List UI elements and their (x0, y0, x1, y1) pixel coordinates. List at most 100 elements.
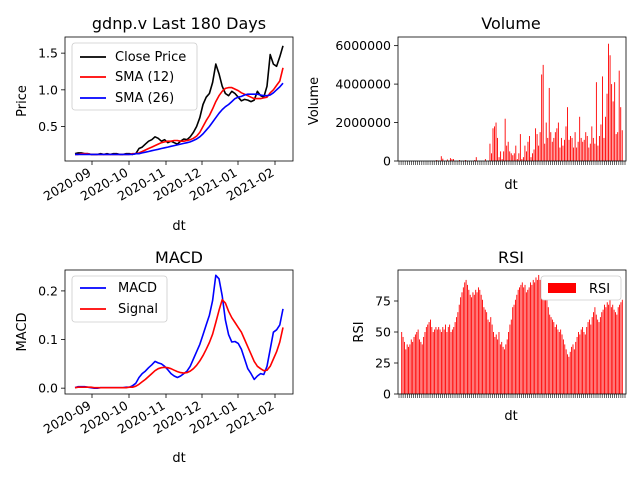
bar (542, 287, 543, 394)
bar (523, 287, 524, 394)
bar (505, 344, 506, 394)
bar (496, 334, 497, 394)
bar (541, 74, 542, 161)
bar (540, 280, 541, 394)
bar (522, 282, 523, 394)
macd-chart-title: MACD (155, 248, 203, 267)
bar (529, 136, 530, 161)
bar (579, 117, 580, 161)
bar (576, 148, 577, 161)
bar (537, 280, 538, 394)
bar (494, 126, 495, 161)
bar (566, 126, 567, 161)
y-tick-label: 0.2 (38, 283, 58, 298)
bar (553, 138, 554, 161)
bar (544, 144, 545, 161)
bar (622, 130, 623, 161)
bar (600, 317, 601, 394)
bar (589, 320, 590, 394)
bar (526, 292, 527, 394)
bar (419, 339, 420, 394)
bar (486, 312, 487, 394)
bar (475, 290, 476, 394)
bar (411, 339, 412, 394)
macd-legend-macd-label: MACD (118, 281, 157, 296)
bar (467, 285, 468, 394)
bar (604, 138, 605, 161)
bar (479, 290, 480, 394)
bar (537, 134, 538, 161)
y-tick-label: 0 (383, 387, 391, 402)
bar (529, 287, 530, 394)
bar (520, 134, 521, 161)
price-x-axis-label: dt (172, 219, 185, 234)
bar (616, 134, 617, 161)
bar (544, 292, 545, 394)
bar (462, 292, 463, 394)
bar (536, 277, 537, 394)
bar (579, 334, 580, 394)
bar (615, 312, 616, 394)
bar (590, 144, 591, 161)
bar (471, 297, 472, 394)
bar (446, 332, 447, 394)
bar (608, 305, 609, 394)
price-legend-sma12-label: SMA (12) (115, 70, 174, 85)
bar (457, 312, 458, 394)
bar (499, 332, 500, 394)
bar (427, 325, 428, 394)
bar (524, 146, 525, 161)
bar (556, 325, 557, 394)
bar (472, 292, 473, 394)
bar (549, 315, 550, 394)
bar (504, 349, 505, 394)
bar (596, 315, 597, 394)
bar (590, 325, 591, 394)
bar (584, 140, 585, 161)
bar (607, 94, 608, 161)
volume-chart-title: Volume (481, 14, 541, 33)
rsi-legend-swatch (548, 283, 576, 293)
bar (468, 290, 469, 394)
bar (518, 153, 519, 161)
y-tick-label: 0.1 (38, 332, 58, 347)
bar (434, 330, 435, 394)
y-tick-label: 75 (375, 294, 391, 309)
bar (562, 334, 563, 394)
bar (470, 295, 471, 394)
bar (503, 347, 504, 394)
bar (533, 280, 534, 394)
bar (604, 305, 605, 394)
bar (566, 349, 567, 394)
bar (492, 325, 493, 394)
bar (588, 322, 589, 394)
bar (552, 142, 553, 161)
bar (508, 332, 509, 394)
bar (585, 334, 586, 394)
bar (506, 146, 507, 161)
y-tick-label: 6000000 (335, 38, 391, 53)
bar (527, 290, 528, 394)
bar (593, 312, 594, 394)
bar (558, 123, 559, 161)
bar (485, 310, 486, 394)
bar (441, 332, 442, 394)
price-y-axis-label: Price (15, 85, 30, 117)
bar (620, 107, 621, 161)
rsi-legend-label: RSI (589, 282, 610, 297)
volume-bars (436, 44, 622, 161)
y-tick-label: 4000000 (335, 77, 391, 92)
bar (564, 344, 565, 394)
bar (568, 357, 569, 394)
price-y-ticks: 0.51.01.5 (38, 46, 65, 134)
bar (491, 153, 492, 161)
bar (602, 76, 603, 161)
bar (497, 339, 498, 394)
bar (456, 317, 457, 394)
bar (585, 132, 586, 161)
bar (459, 305, 460, 394)
bar (525, 285, 526, 394)
rsi-chart-title: RSI (498, 248, 524, 267)
